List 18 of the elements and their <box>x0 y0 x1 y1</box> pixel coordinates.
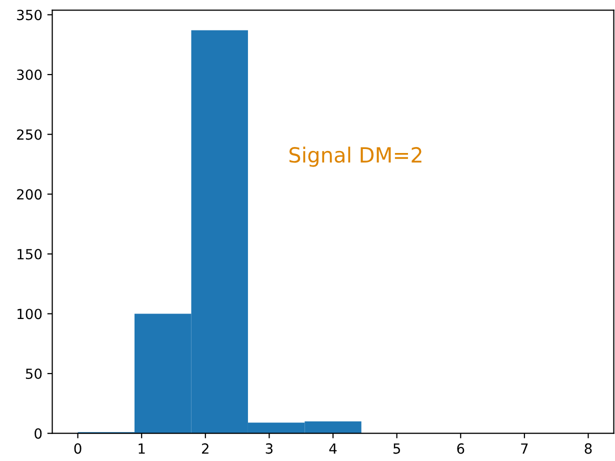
x-tick-label: 6 <box>457 443 464 454</box>
x-tick-label: 5 <box>393 443 400 454</box>
annotation: Signal DM=2 <box>289 146 422 167</box>
x-tick-label: 4 <box>329 443 337 454</box>
y-tick-label: 300 <box>17 70 42 80</box>
x-tick-label: 8 <box>584 443 592 454</box>
x-tick-label: 7 <box>521 443 528 454</box>
x-tick-label: 1 <box>138 443 145 454</box>
y-tick-label: 200 <box>17 189 42 200</box>
y-tick-label: 50 <box>26 368 42 380</box>
y-tick-label: 150 <box>18 248 42 260</box>
y-tick-label: 350 <box>17 10 42 20</box>
y-tick-label: 250 <box>17 129 42 140</box>
x-tick-label: 0 <box>74 443 82 454</box>
y-tick-label: 100 <box>18 308 42 320</box>
y-tick-label: 0 <box>34 428 42 439</box>
x-tick-label: 2 <box>202 443 208 454</box>
x-tick-label: 3 <box>266 443 273 454</box>
